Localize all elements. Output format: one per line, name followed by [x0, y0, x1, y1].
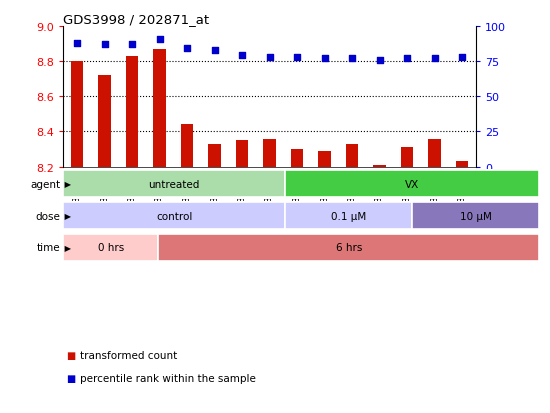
Text: GDS3998 / 202871_at: GDS3998 / 202871_at: [63, 13, 210, 26]
Point: [293, 55, 301, 61]
Text: ▶: ▶: [62, 243, 72, 252]
Text: ■: ■: [66, 373, 75, 383]
Text: VX: VX: [405, 179, 419, 189]
Text: percentile rank within the sample: percentile rank within the sample: [80, 373, 256, 383]
Point: [375, 57, 384, 64]
Bar: [346, 145, 358, 167]
Bar: [63, 235, 158, 261]
Bar: [208, 145, 221, 167]
Text: ▶: ▶: [62, 211, 72, 221]
Point: [348, 56, 356, 62]
Bar: [126, 57, 138, 167]
Text: control: control: [156, 211, 192, 221]
Point: [458, 55, 466, 61]
Bar: [373, 166, 386, 167]
Point: [320, 56, 329, 62]
Bar: [158, 235, 539, 261]
Bar: [181, 125, 193, 167]
Text: time: time: [37, 243, 60, 253]
Point: [430, 56, 439, 62]
Bar: [285, 203, 412, 229]
Point: [210, 47, 219, 54]
Point: [155, 36, 164, 43]
Text: untreated: untreated: [148, 179, 200, 189]
Bar: [401, 148, 413, 167]
Text: dose: dose: [36, 211, 60, 221]
Text: transformed count: transformed count: [80, 350, 177, 360]
Bar: [63, 203, 285, 229]
Text: 0.1 μM: 0.1 μM: [331, 211, 366, 221]
Point: [403, 56, 411, 62]
Bar: [153, 50, 166, 167]
Bar: [428, 139, 441, 167]
Point: [265, 55, 274, 61]
Bar: [285, 171, 539, 197]
Text: 10 μM: 10 μM: [460, 211, 492, 221]
Bar: [318, 152, 331, 167]
Point: [238, 53, 246, 59]
Bar: [291, 150, 303, 167]
Bar: [236, 141, 248, 167]
Bar: [71, 62, 83, 167]
Bar: [98, 76, 111, 167]
Bar: [63, 171, 285, 197]
Point: [183, 46, 191, 52]
Text: ■: ■: [66, 350, 75, 360]
Bar: [456, 162, 468, 167]
Text: 6 hrs: 6 hrs: [336, 243, 362, 253]
Point: [73, 40, 81, 47]
Point: [100, 42, 109, 48]
Bar: [263, 139, 276, 167]
Text: agent: agent: [30, 179, 60, 189]
Point: [128, 42, 136, 48]
Text: 0 hrs: 0 hrs: [98, 243, 124, 253]
Bar: [412, 203, 539, 229]
Text: ▶: ▶: [62, 180, 72, 189]
